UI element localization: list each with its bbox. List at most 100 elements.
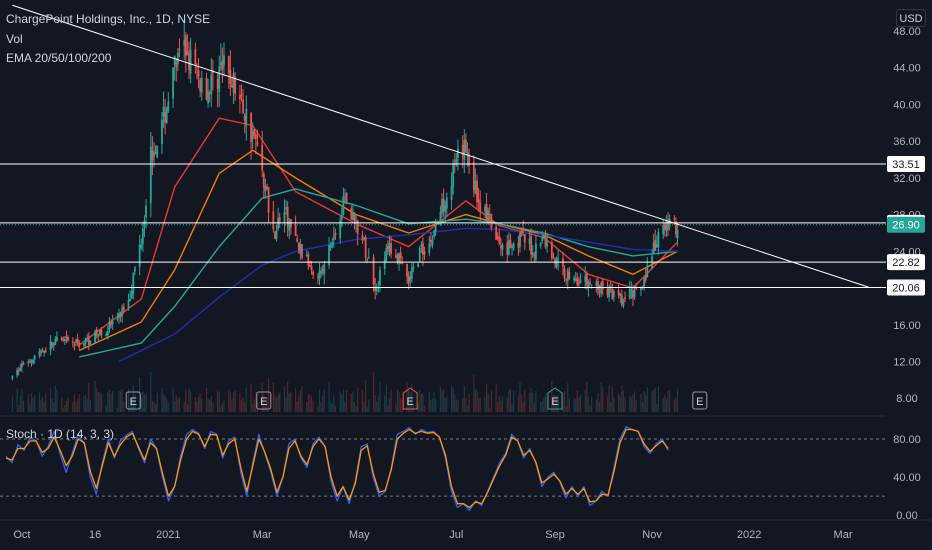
candle-body (97, 334, 100, 337)
candle-body (32, 359, 34, 364)
volume-bar (266, 397, 268, 412)
volume-bar (272, 382, 274, 412)
candle-body (372, 257, 375, 285)
volume-bar (309, 394, 311, 412)
volume-bar (430, 399, 432, 412)
volume-bar (664, 395, 666, 412)
candle-body (33, 355, 36, 360)
ema-legend[interactable]: EMA 20/50/100/200 (6, 51, 112, 65)
candle-body (310, 265, 313, 270)
volume-bar (630, 396, 632, 412)
volume-bar (498, 395, 500, 412)
candle-body (601, 280, 604, 290)
candle-body (154, 151, 157, 153)
candle-body (530, 236, 533, 255)
time-axis[interactable]: Oct 16 2021 Mar May Jul Sep Nov 2022 Mar (0, 519, 932, 541)
volume-bar (310, 396, 313, 412)
candle-body (305, 254, 308, 256)
volume-bar (662, 398, 664, 412)
candle-body (289, 219, 292, 228)
volume-bar (67, 396, 69, 412)
volume-bar (365, 379, 367, 412)
volume-bar (299, 390, 301, 412)
candle-body (296, 238, 299, 242)
candle-body (444, 205, 447, 212)
candle-body (399, 252, 402, 259)
volume-bar (188, 388, 190, 412)
volume-bar (385, 384, 387, 412)
volume-bar (290, 392, 292, 412)
volume-legend[interactable]: Vol (6, 32, 23, 46)
volume-bar (473, 374, 475, 412)
y-tick-label: 36.00 (893, 136, 921, 148)
candle-body (654, 239, 657, 251)
candle-body (418, 247, 421, 262)
volume-bar (452, 388, 454, 412)
candle-body (140, 245, 143, 248)
candle-body (175, 61, 178, 68)
y-tick-label: 48.00 (893, 26, 921, 38)
earnings-badge (125, 391, 141, 410)
candle-body (110, 321, 112, 326)
volume-bar (255, 391, 257, 412)
candle-body (364, 237, 367, 258)
volume-bar (229, 392, 231, 412)
candle-body (632, 290, 634, 299)
volume-bar (196, 401, 198, 412)
stoch-legend[interactable]: Stoch · 1D (14, 3, 3) (6, 427, 115, 441)
candle-body (294, 224, 297, 236)
volume-bar (253, 399, 255, 412)
candle-body (490, 213, 493, 229)
volume-bar (441, 390, 443, 412)
candle-body (622, 299, 625, 306)
earnings-marker[interactable]: E (547, 387, 563, 410)
candle-body (17, 370, 20, 372)
candle-body (184, 35, 187, 56)
volume-bar (275, 397, 278, 412)
volume-bar (100, 393, 103, 412)
volume-bar (591, 396, 593, 412)
earnings-marker[interactable]: E (402, 387, 418, 410)
volume-bar (212, 403, 214, 412)
volume-bar (296, 401, 298, 412)
volume-bar (468, 393, 470, 412)
candle-body (488, 214, 491, 216)
volume-bar (108, 389, 111, 412)
volume-bar (396, 389, 399, 412)
candle-body (208, 92, 211, 95)
volume-bar (606, 395, 609, 412)
volume-bar (221, 403, 224, 412)
volume-bar (533, 403, 535, 412)
candle-body (297, 242, 300, 251)
volume-bar (56, 388, 58, 412)
currency-badge[interactable]: USD (896, 9, 926, 27)
candle-body (332, 236, 335, 240)
candle-body (485, 203, 488, 221)
earnings-marker[interactable]: E (692, 391, 708, 410)
volume-bar (306, 401, 308, 412)
earnings-marker[interactable]: E (256, 391, 272, 410)
volume-bar (220, 407, 222, 412)
candle-body (19, 367, 22, 371)
price-axis[interactable]: 48.0044.0040.0036.0032.0028.0024.0020.00… (893, 26, 921, 522)
candle-body (633, 290, 636, 298)
volume-bar (361, 390, 364, 412)
volume-bar (444, 398, 446, 412)
volume-bar (34, 395, 36, 412)
candle-body (573, 277, 576, 281)
volume-bar (629, 395, 631, 412)
volume-bar (489, 408, 491, 412)
volume-bar (218, 392, 220, 412)
volume-bar (19, 395, 21, 412)
candle-body (75, 339, 77, 343)
volume-bar (228, 390, 230, 412)
symbol-title[interactable]: ChargePoint Holdings, Inc., 1D, NYSE (6, 12, 211, 26)
earnings-marker[interactable]: E (125, 391, 141, 410)
candle-body (316, 276, 319, 278)
volume-bar (45, 393, 47, 412)
candle-body (71, 341, 74, 343)
volume-bar (602, 386, 604, 412)
candle-body (439, 212, 442, 226)
candle-body (16, 369, 19, 376)
